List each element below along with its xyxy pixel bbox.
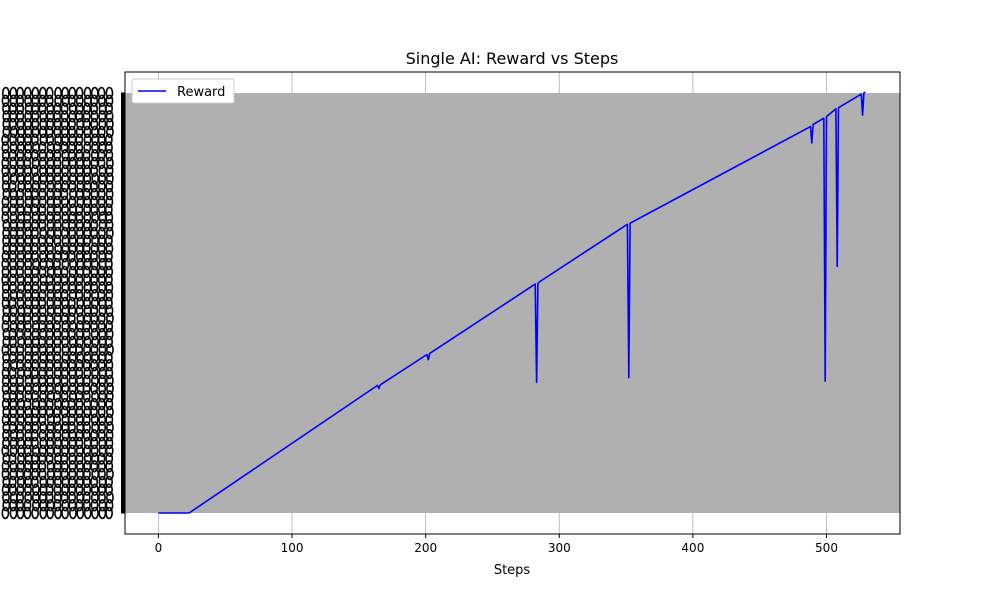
legend-label-reward: Reward [177,85,225,100]
y-axis-ticks [1,86,125,520]
x-tick-label-3: 300 [548,541,571,555]
y-tick-bar [121,93,125,513]
x-axis-label: Steps [494,563,531,578]
grey-band [125,93,900,513]
grey-band-layer [125,93,900,513]
legend-box [131,78,235,104]
x-tick-label-2: 200 [414,541,437,555]
line-layer [158,91,866,514]
series-line-reward [158,91,866,514]
x-tick-label-4: 400 [681,541,704,555]
x-tick-label-5: 500 [815,541,838,555]
x-axis-ticks: 0 100 200 300 400 500 [155,534,838,555]
legend: Reward [131,78,235,104]
x-tick-label-0: 0 [155,541,163,555]
y-tick-labels-illegible [1,86,114,520]
x-tick-label-1: 100 [281,541,304,555]
chart-title: Single AI: Reward vs Steps [406,49,619,68]
